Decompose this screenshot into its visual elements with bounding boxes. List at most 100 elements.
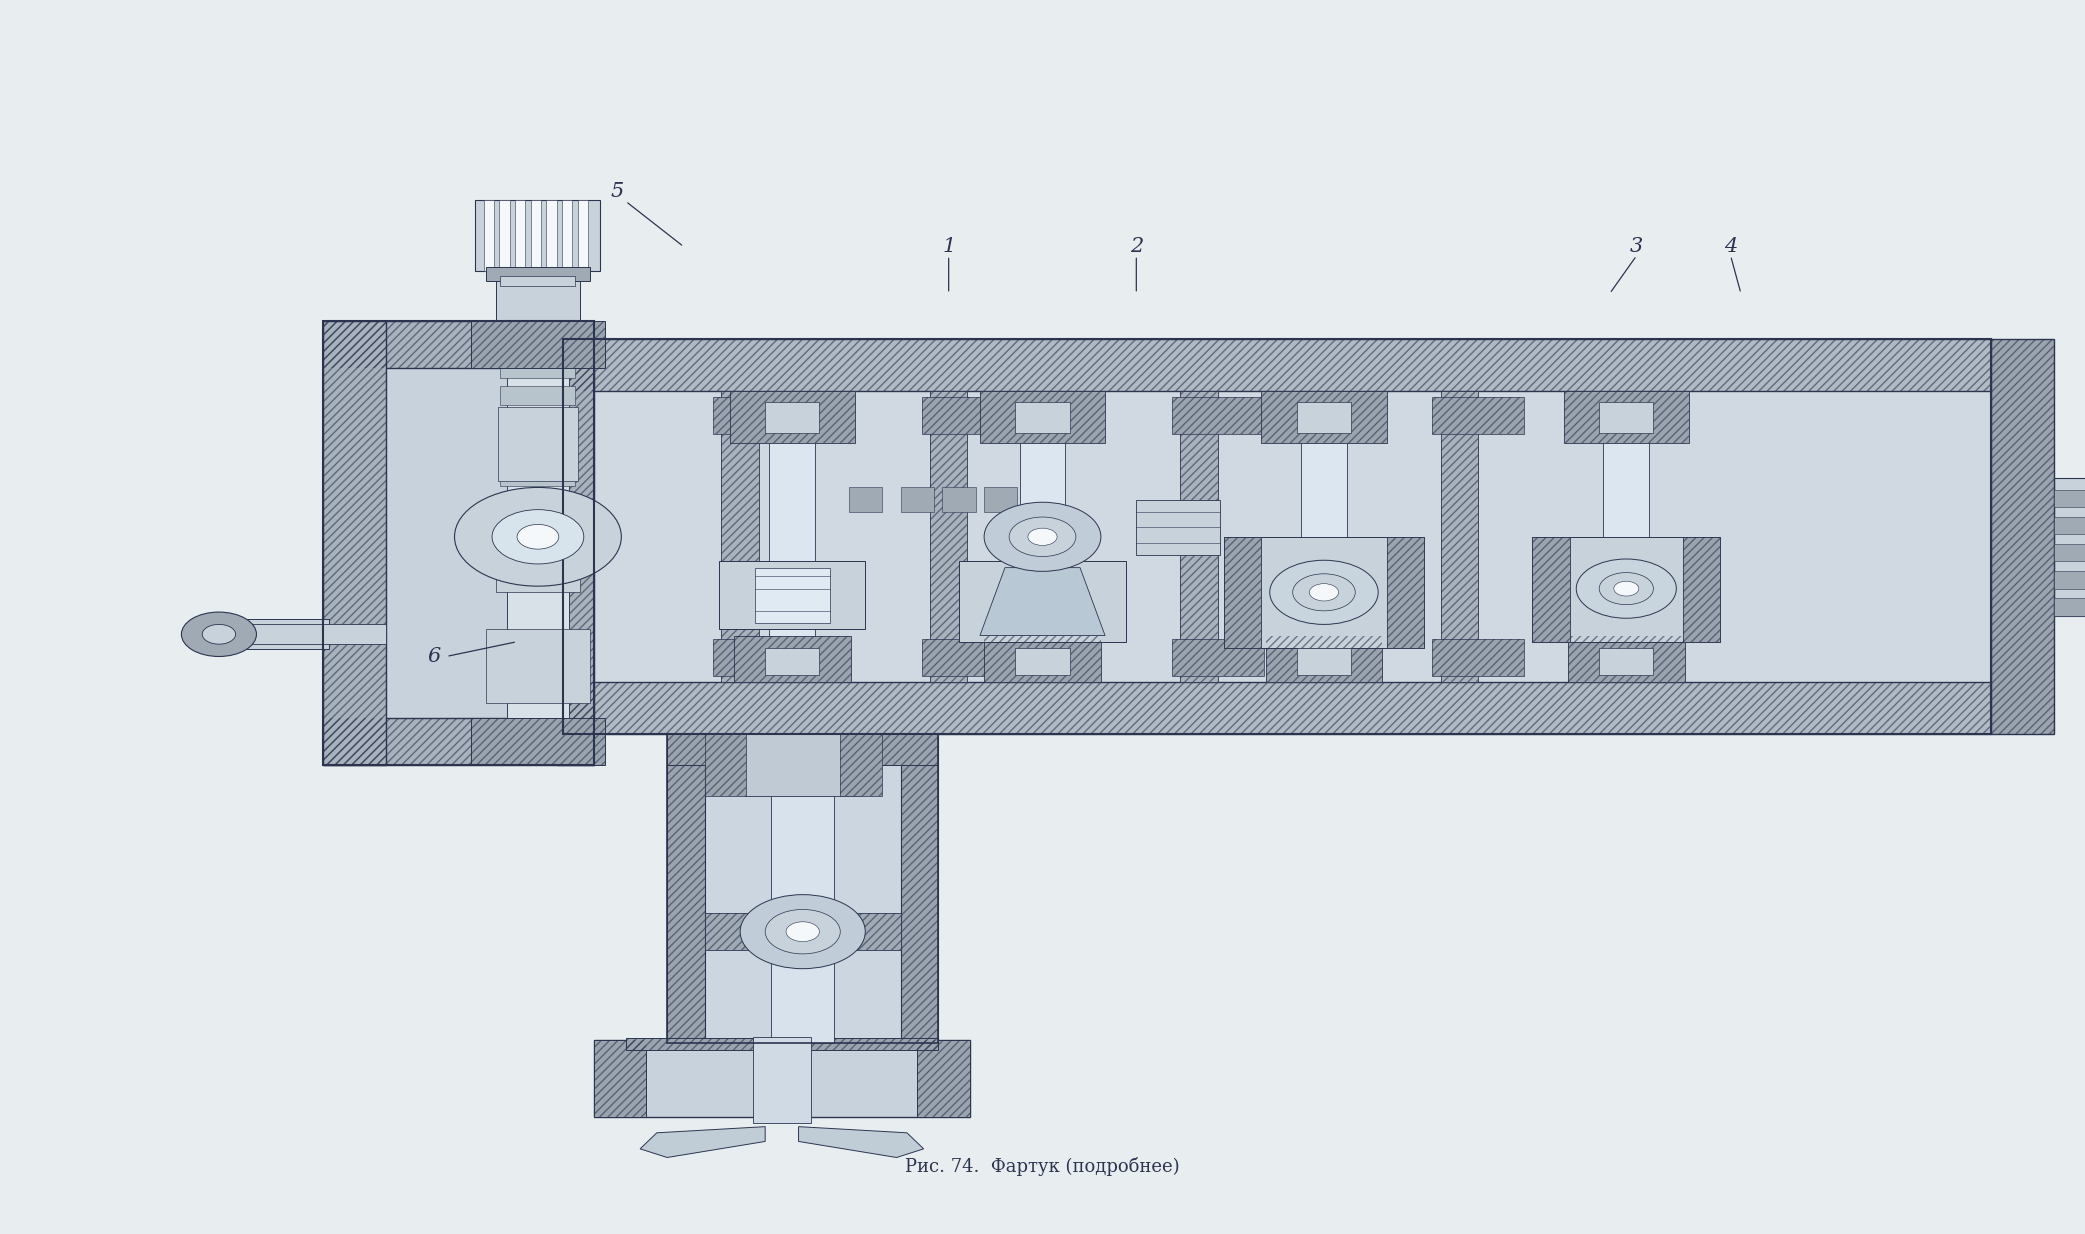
Circle shape xyxy=(1293,574,1355,611)
Bar xyxy=(486,267,590,281)
Circle shape xyxy=(1599,573,1653,605)
Circle shape xyxy=(984,502,1101,571)
Bar xyxy=(1532,537,1720,642)
Bar xyxy=(1015,402,1070,433)
Bar xyxy=(578,200,588,271)
Bar xyxy=(557,321,594,765)
Bar xyxy=(563,682,1991,734)
Bar xyxy=(1224,537,1261,648)
Bar xyxy=(713,639,805,676)
Bar xyxy=(500,495,575,513)
Bar xyxy=(507,368,569,718)
Bar xyxy=(1297,402,1351,433)
Bar xyxy=(1297,648,1351,675)
Polygon shape xyxy=(640,1127,765,1157)
Bar xyxy=(930,391,967,682)
Bar xyxy=(1020,391,1065,682)
Text: 1: 1 xyxy=(942,237,955,257)
Bar xyxy=(563,200,571,271)
Bar xyxy=(734,636,851,682)
Bar xyxy=(1224,537,1424,648)
Bar xyxy=(496,269,580,333)
Bar xyxy=(1266,636,1382,682)
Bar xyxy=(667,734,705,1043)
Bar xyxy=(1261,391,1387,443)
Bar xyxy=(705,734,746,796)
Bar xyxy=(323,321,594,368)
Bar xyxy=(667,734,938,765)
Circle shape xyxy=(1614,581,1639,596)
Text: Рис. 74.  Фартук (подробнее): Рис. 74. Фартук (подробнее) xyxy=(905,1157,1180,1176)
Bar xyxy=(546,200,557,271)
Bar xyxy=(713,639,805,676)
Bar xyxy=(1136,500,1220,555)
Polygon shape xyxy=(799,1127,924,1157)
Circle shape xyxy=(786,922,819,942)
Bar xyxy=(471,718,605,765)
Bar xyxy=(771,734,834,1043)
Bar xyxy=(500,413,575,432)
Bar xyxy=(2054,571,2085,589)
Text: 2: 2 xyxy=(1130,237,1143,257)
Circle shape xyxy=(1028,528,1057,545)
Bar xyxy=(719,561,865,629)
Bar xyxy=(323,321,594,368)
Bar xyxy=(500,200,511,271)
Bar xyxy=(922,397,1013,434)
Bar xyxy=(563,339,1991,391)
Bar xyxy=(500,468,575,486)
Bar xyxy=(667,734,938,765)
Bar xyxy=(1301,391,1347,682)
Circle shape xyxy=(492,510,584,564)
Bar xyxy=(1432,639,1524,676)
Text: 4: 4 xyxy=(1724,237,1737,257)
Bar xyxy=(2054,478,2085,616)
Circle shape xyxy=(1270,560,1378,624)
Bar xyxy=(500,276,575,286)
Bar xyxy=(1568,636,1685,682)
Bar xyxy=(840,734,882,796)
Bar xyxy=(500,549,575,568)
Bar xyxy=(765,402,819,433)
Circle shape xyxy=(1009,517,1076,557)
Bar xyxy=(471,718,605,765)
Bar xyxy=(323,321,594,765)
Bar xyxy=(959,561,1126,642)
Bar xyxy=(323,718,594,765)
Bar xyxy=(594,1040,646,1117)
Bar xyxy=(1172,397,1264,434)
Bar xyxy=(1683,537,1720,642)
Bar xyxy=(1172,639,1264,676)
Bar xyxy=(849,487,882,512)
Bar xyxy=(705,734,746,796)
Bar xyxy=(1432,397,1524,434)
Bar xyxy=(734,636,851,682)
Bar xyxy=(500,359,575,378)
Bar xyxy=(705,734,901,1043)
Bar xyxy=(1441,391,1478,682)
Text: 5: 5 xyxy=(611,181,623,201)
Bar xyxy=(744,734,861,796)
Bar xyxy=(705,913,901,950)
Bar xyxy=(1432,397,1524,434)
Bar xyxy=(713,397,805,434)
Circle shape xyxy=(1309,584,1339,601)
Bar xyxy=(530,200,542,271)
Bar xyxy=(626,1038,938,1050)
Bar xyxy=(1261,391,1387,443)
Bar xyxy=(515,200,525,271)
Circle shape xyxy=(765,909,840,954)
Bar xyxy=(484,200,494,271)
Bar xyxy=(1532,537,1570,642)
Bar xyxy=(1532,537,1570,642)
Bar xyxy=(471,321,605,368)
Bar xyxy=(486,629,590,703)
Bar xyxy=(1568,636,1685,682)
Bar xyxy=(1266,636,1382,682)
Bar xyxy=(901,487,934,512)
Bar xyxy=(626,1038,938,1050)
Bar xyxy=(1172,397,1264,434)
Bar xyxy=(1991,339,2054,734)
Bar xyxy=(901,734,938,1043)
Bar xyxy=(1224,537,1261,648)
